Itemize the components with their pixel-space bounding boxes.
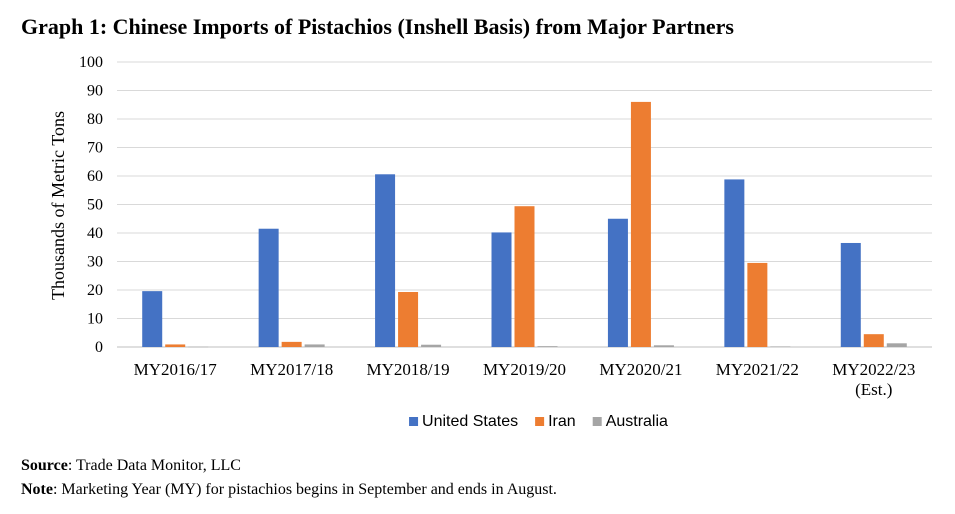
bar-iran bbox=[165, 344, 186, 347]
bar-iran bbox=[747, 262, 768, 347]
legend-label: Australia bbox=[606, 413, 668, 430]
bar-united-states bbox=[840, 242, 861, 347]
source-label: Source bbox=[21, 457, 68, 474]
y-tick-label: 20 bbox=[87, 282, 103, 299]
bar-iran bbox=[863, 334, 884, 347]
chart-title: Graph 1: Chinese Imports of Pistachios (… bbox=[21, 14, 734, 39]
note-label: Note bbox=[21, 481, 53, 498]
bar-australia bbox=[653, 345, 674, 347]
y-tick-label: 0 bbox=[95, 339, 103, 356]
bar-united-states bbox=[724, 179, 745, 347]
x-tick-label: MY2019/20 bbox=[483, 360, 566, 379]
legend-swatch bbox=[592, 417, 602, 426]
x-tick-label: MY2018/19 bbox=[367, 360, 450, 379]
y-tick-label: 40 bbox=[87, 225, 103, 242]
y-tick-label: 90 bbox=[87, 83, 103, 100]
bar-australia bbox=[304, 344, 325, 347]
bar-iran bbox=[630, 101, 651, 348]
source-line: Source: Trade Data Monitor, LLC bbox=[21, 457, 241, 475]
bar-united-states bbox=[258, 228, 279, 347]
y-tick-label: 80 bbox=[87, 111, 103, 128]
legend-swatch bbox=[409, 417, 419, 426]
bar-australia bbox=[188, 346, 209, 348]
y-tick-label: 100 bbox=[79, 54, 103, 71]
legend-swatch bbox=[535, 417, 545, 426]
bar-iran bbox=[514, 206, 535, 347]
legend-label: United States bbox=[422, 413, 518, 430]
x-tick-label: MY2017/18 bbox=[250, 360, 333, 379]
x-tick-label: MY2016/17 bbox=[134, 360, 218, 379]
bar-united-states bbox=[375, 174, 396, 347]
y-axis-label: Thousands of Metric Tons bbox=[48, 111, 68, 300]
y-tick-label: 70 bbox=[87, 140, 103, 157]
y-tick-label: 50 bbox=[87, 197, 103, 214]
y-tick-label: 30 bbox=[87, 254, 103, 271]
bar-united-states bbox=[142, 291, 163, 347]
bar-iran bbox=[281, 341, 302, 347]
x-tick-label: MY2022/23 bbox=[832, 360, 915, 379]
x-tick-label: (Est.) bbox=[855, 380, 892, 399]
x-tick-label: MY2021/22 bbox=[716, 360, 799, 379]
bar-australia bbox=[886, 343, 907, 347]
x-tick-label: MY2020/21 bbox=[599, 360, 682, 379]
bar-australia bbox=[421, 344, 442, 347]
legend-label: Iran bbox=[548, 413, 576, 430]
bar-united-states bbox=[607, 218, 628, 347]
source-text: : Trade Data Monitor, LLC bbox=[67, 457, 241, 474]
note-text: : Marketing Year (MY) for pistachios beg… bbox=[52, 481, 557, 498]
bar-australia bbox=[537, 346, 558, 347]
y-tick-label: 60 bbox=[87, 168, 103, 185]
bar-united-states bbox=[491, 232, 512, 347]
y-tick-label: 10 bbox=[87, 311, 103, 328]
note-line: Note: Marketing Year (MY) for pistachios… bbox=[21, 481, 557, 499]
bar-australia bbox=[770, 346, 791, 347]
bar-iran bbox=[398, 291, 419, 347]
